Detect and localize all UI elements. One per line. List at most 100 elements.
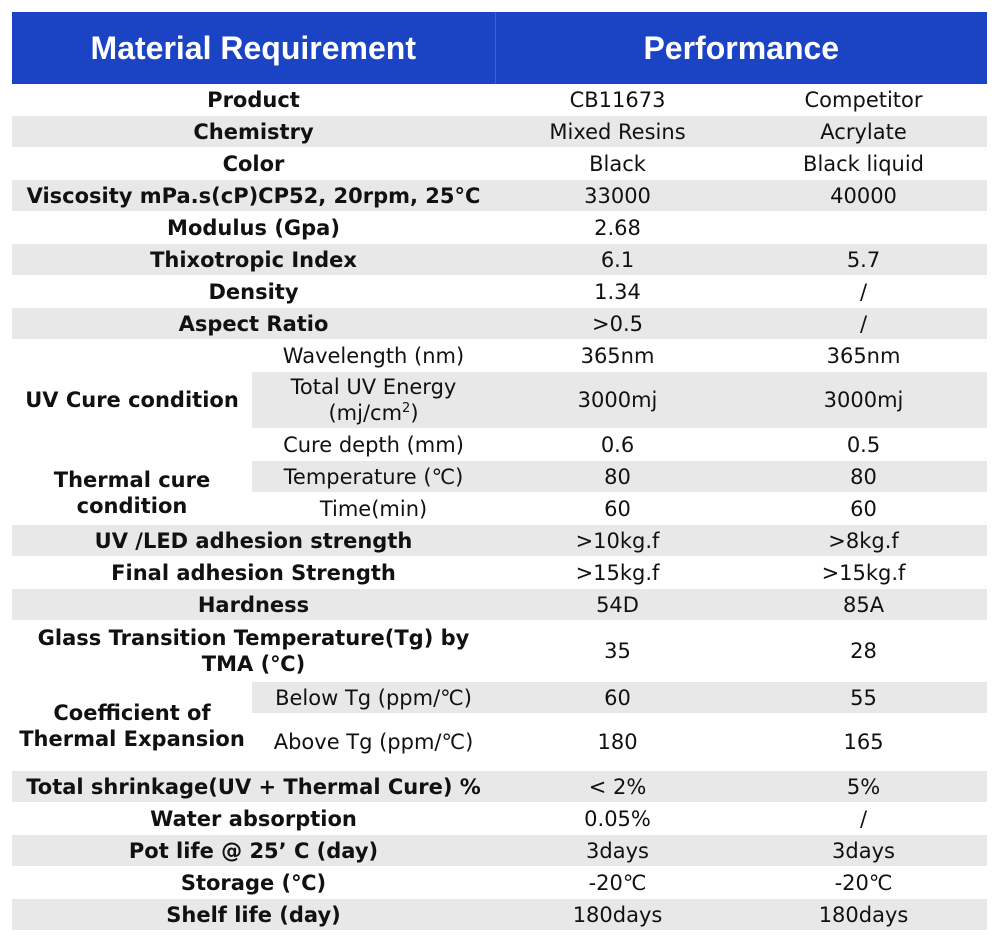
label-modulus: Modulus (Gpa) [12, 211, 496, 244]
value-water-cb11673: 0.05% [495, 802, 741, 835]
value-water-competitor: / [740, 802, 988, 835]
value-below-tg-competitor: 55 [740, 681, 988, 714]
label-thixotropic: Thixotropic Index [12, 243, 496, 276]
label-uv-adhesion: UV /LED adhesion strength [12, 524, 496, 557]
row-final-adhesion: Final adhesion Strength >15kg.f >15kg.f [12, 556, 988, 589]
row-cte-above: Above Tg (ppm/℃) 180 165 [12, 713, 988, 771]
value-temperature-cb11673: 80 [495, 460, 741, 493]
value-modulus-cb11673: 2.68 [495, 211, 741, 244]
value-shrinkage-competitor: 5% [740, 770, 988, 803]
value-uv-energy-competitor: 3000mj [740, 371, 988, 429]
row-density: Density 1.34 / [12, 275, 988, 308]
row-cure-depth: Cure depth (mm) 0.6 0.5 [12, 428, 988, 461]
value-final-adhesion-competitor: >15kg.f [740, 556, 988, 589]
uv-energy-close: ) [410, 401, 419, 425]
value-color-cb11673: Black [495, 147, 741, 180]
uv-energy-text: Total UV Energy (mj/cm [290, 375, 457, 425]
row-color: Color Black Black liquid [12, 147, 988, 180]
row-shelf-life: Shelf life (day) 180days 180days [12, 898, 988, 931]
value-color-competitor: Black liquid [740, 147, 988, 180]
value-shrinkage-cb11673: < 2% [495, 770, 741, 803]
value-thixotropic-competitor: 5.7 [740, 243, 988, 276]
row-uv-energy: Total UV Energy (mj/cm2) 3000mj 3000mj [12, 371, 988, 429]
row-cte-below: Coefficient of Thermal Expansion Below T… [12, 681, 988, 771]
label-time: Time(min) [252, 492, 496, 525]
value-below-tg-cb11673: 60 [495, 681, 741, 714]
label-product: Product [12, 84, 496, 116]
row-thixotropic: Thixotropic Index 6.1 5.7 [12, 243, 988, 276]
value-pot-life-cb11673: 3days [495, 834, 741, 867]
label-wavelength: Wavelength (nm) [252, 339, 496, 372]
row-hardness: Hardness 54D 85A [12, 588, 988, 621]
label-thermal-cure-condition: Thermal cure condition [12, 460, 252, 525]
spec-table-container: Material Requirement Performance Product… [12, 12, 988, 931]
value-storage-competitor: -20℃ [740, 866, 988, 899]
value-viscosity-competitor: 40000 [740, 179, 988, 212]
row-uv-wavelength: UV Cure condition Wavelength (nm) 365nm … [12, 339, 988, 461]
label-glass-transition: Glass Transition Temperature(Tg) by TMA … [12, 620, 496, 682]
value-aspect-cb11673: >0.5 [495, 307, 741, 340]
label-cure-depth: Cure depth (mm) [252, 428, 496, 461]
label-uv-energy: Total UV Energy (mj/cm2) [252, 371, 496, 429]
value-viscosity-cb11673: 33000 [495, 179, 741, 212]
value-aspect-competitor: / [740, 307, 988, 340]
value-shelf-life-competitor: 180days [740, 898, 988, 931]
value-final-adhesion-cb11673: >15kg.f [495, 556, 741, 589]
row-total-shrinkage: Total shrinkage(UV + Thermal Cure) % < 2… [12, 770, 988, 803]
label-density: Density [12, 275, 496, 308]
label-final-adhesion: Final adhesion Strength [12, 556, 496, 589]
value-hardness-cb11673: 54D [495, 588, 741, 621]
label-uv-cure-condition: UV Cure condition [12, 339, 252, 461]
value-uv-energy-cb11673: 3000mj [495, 371, 741, 429]
row-viscosity: Viscosity mPa.s(cP)CP52, 20rpm, 25°C 330… [12, 179, 988, 212]
row-storage: Storage (℃) -20℃ -20℃ [12, 866, 988, 899]
row-chemistry: Chemistry Mixed Resins Acrylate [12, 115, 988, 148]
uv-energy-sup: 2 [402, 401, 411, 416]
label-total-shrinkage: Total shrinkage(UV + Thermal Cure) % [12, 770, 496, 803]
value-cure-depth-competitor: 0.5 [740, 428, 988, 461]
row-pot-life: Pot life @ 25’ C (day) 3days 3days [12, 834, 988, 867]
value-chemistry-cb11673: Mixed Resins [495, 115, 741, 148]
value-product-cb11673: CB11673 [495, 84, 741, 116]
row-thermal-temperature: Thermal cure condition Temperature (℃) 8… [12, 460, 988, 525]
value-thixotropic-cb11673: 6.1 [495, 243, 741, 276]
label-water-absorption: Water absorption [12, 802, 496, 835]
label-cte: Coefficient of Thermal Expansion [12, 681, 252, 771]
label-temperature: Temperature (℃) [252, 460, 496, 493]
header-row: Material Requirement Performance [12, 12, 988, 84]
label-above-tg: Above Tg (ppm/℃) [252, 713, 496, 771]
label-pot-life: Pot life @ 25’ C (day) [12, 834, 496, 867]
value-storage-cb11673: -20℃ [495, 866, 741, 899]
value-above-tg-cb11673: 180 [495, 713, 741, 771]
row-uv-adhesion: UV /LED adhesion strength >10kg.f >8kg.f [12, 524, 988, 557]
row-product: Product CB11673 Competitor [12, 84, 988, 116]
value-time-cb11673: 60 [495, 492, 741, 525]
label-shelf-life: Shelf life (day) [12, 898, 496, 931]
value-uv-adhesion-competitor: >8kg.f [740, 524, 988, 557]
value-product-competitor: Competitor [740, 84, 988, 116]
value-above-tg-competitor: 165 [740, 713, 988, 771]
value-cure-depth-cb11673: 0.6 [495, 428, 741, 461]
value-pot-life-competitor: 3days [740, 834, 988, 867]
value-wavelength-cb11673: 365nm [495, 339, 741, 372]
row-thermal-time: Time(min) 60 60 [12, 492, 988, 525]
row-glass-transition: Glass Transition Temperature(Tg) by TMA … [12, 620, 988, 682]
label-chemistry: Chemistry [12, 115, 496, 148]
material-spec-table: Material Requirement Performance Product… [12, 12, 988, 931]
value-hardness-competitor: 85A [740, 588, 988, 621]
value-modulus-competitor [740, 211, 988, 244]
value-chemistry-competitor: Acrylate [740, 115, 988, 148]
row-modulus: Modulus (Gpa) 2.68 [12, 211, 988, 244]
label-storage: Storage (℃) [12, 866, 496, 899]
header-material-requirement: Material Requirement [12, 12, 496, 84]
label-aspect-ratio: Aspect Ratio [12, 307, 496, 340]
value-tg-competitor: 28 [740, 620, 988, 682]
row-water-absorption: Water absorption 0.05% / [12, 802, 988, 835]
value-tg-cb11673: 35 [495, 620, 741, 682]
value-time-competitor: 60 [740, 492, 988, 525]
label-viscosity: Viscosity mPa.s(cP)CP52, 20rpm, 25°C [12, 179, 496, 212]
value-density-cb11673: 1.34 [495, 275, 741, 308]
value-wavelength-competitor: 365nm [740, 339, 988, 372]
row-aspect-ratio: Aspect Ratio >0.5 / [12, 307, 988, 340]
value-shelf-life-cb11673: 180days [495, 898, 741, 931]
